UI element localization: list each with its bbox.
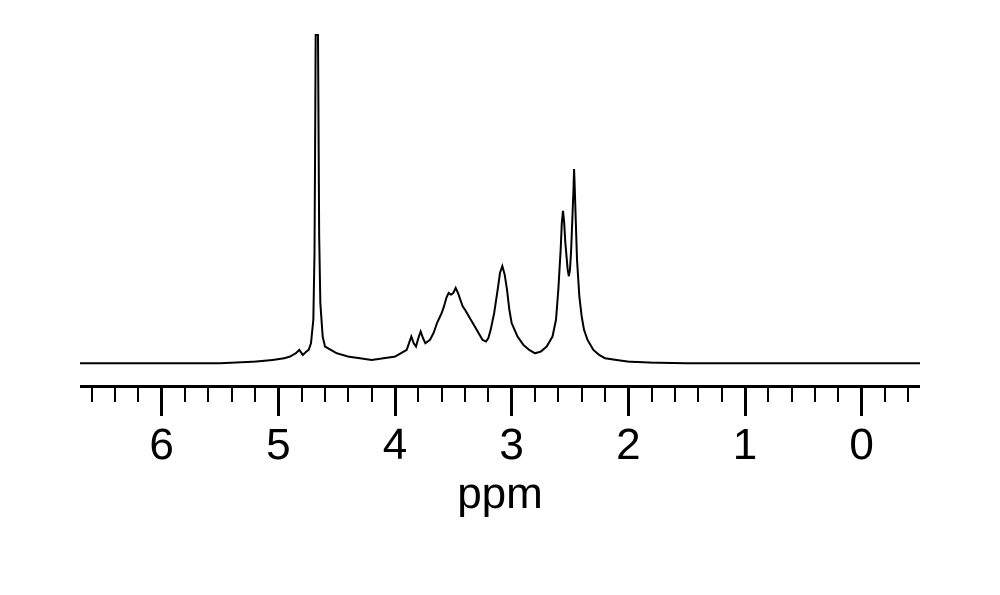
tick-major: [394, 388, 397, 416]
tick-minor: [487, 388, 489, 402]
tick-major: [744, 388, 747, 416]
tick-minor: [137, 388, 139, 402]
tick-minor: [417, 388, 419, 402]
tick-minor: [791, 388, 793, 402]
tick-minor: [371, 388, 373, 402]
tick-major: [277, 388, 280, 416]
tick-label: 3: [499, 420, 523, 470]
tick-minor: [91, 388, 93, 402]
tick-major: [860, 388, 863, 416]
tick-minor: [884, 388, 886, 402]
tick-major: [160, 388, 163, 416]
tick-minor: [464, 388, 466, 402]
tick-minor: [814, 388, 816, 402]
tick-minor: [184, 388, 186, 402]
tick-minor: [324, 388, 326, 402]
tick-minor: [837, 388, 839, 402]
tick-minor: [207, 388, 209, 402]
tick-minor: [231, 388, 233, 402]
tick-minor: [767, 388, 769, 402]
tick-minor: [441, 388, 443, 402]
tick-minor: [674, 388, 676, 402]
tick-label: 6: [149, 420, 173, 470]
x-axis: 0123456: [80, 385, 920, 465]
tick-minor: [651, 388, 653, 402]
tick-major: [510, 388, 513, 416]
tick-minor: [721, 388, 723, 402]
tick-minor: [557, 388, 559, 402]
x-axis-label: ppm: [80, 469, 920, 519]
tick-label: 2: [616, 420, 640, 470]
tick-minor: [114, 388, 116, 402]
tick-major: [627, 388, 630, 416]
tick-minor: [301, 388, 303, 402]
tick-minor: [697, 388, 699, 402]
nmr-chart: 0123456 ppm: [80, 30, 920, 530]
tick-label: 1: [733, 420, 757, 470]
tick-minor: [534, 388, 536, 402]
tick-minor: [254, 388, 256, 402]
spectrum-line: [80, 30, 920, 370]
tick-label: 0: [849, 420, 873, 470]
tick-label: 5: [266, 420, 290, 470]
tick-minor: [581, 388, 583, 402]
plot-area: [80, 30, 920, 370]
tick-minor: [907, 388, 909, 402]
tick-minor: [604, 388, 606, 402]
tick-label: 4: [383, 420, 407, 470]
tick-minor: [347, 388, 349, 402]
